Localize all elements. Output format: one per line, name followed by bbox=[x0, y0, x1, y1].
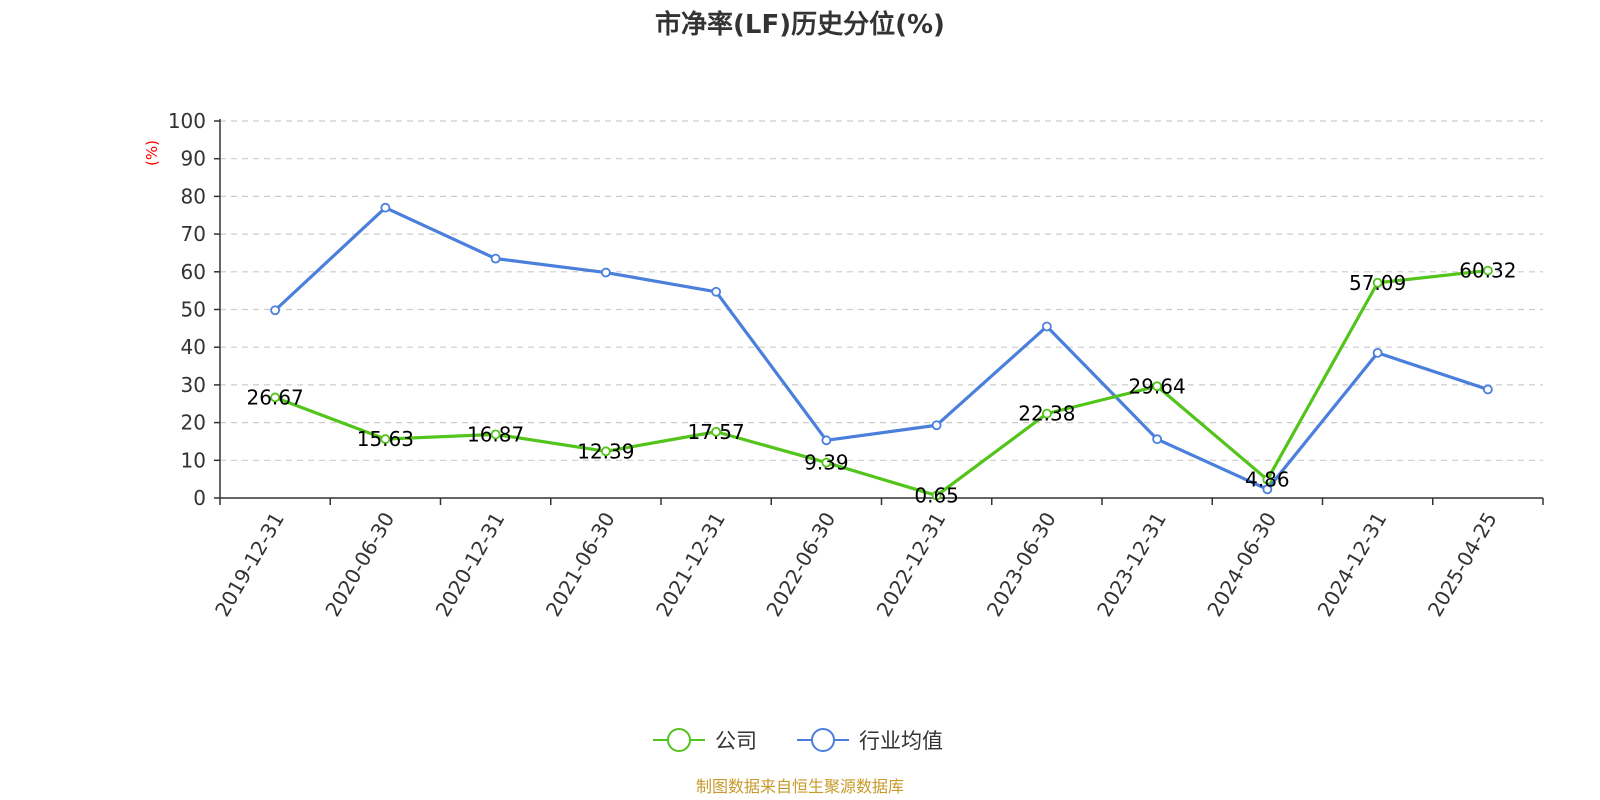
source-note: 制图数据来自恒生聚源数据库 bbox=[696, 777, 904, 796]
data-point bbox=[270, 305, 281, 316]
x-tick-label: 2019-12-31 bbox=[210, 508, 289, 621]
y-axis-label: (%) bbox=[143, 140, 161, 166]
data-point bbox=[931, 420, 942, 431]
legend: 公司 行业均值 bbox=[653, 728, 943, 753]
data-point bbox=[1262, 474, 1273, 485]
data-label: 17.57 bbox=[687, 420, 744, 444]
data-label: 57.09 bbox=[1349, 271, 1406, 295]
data-label: 12.39 bbox=[577, 439, 634, 463]
data-point bbox=[1262, 484, 1273, 495]
x-tick-label: 2021-12-31 bbox=[651, 508, 730, 621]
data-label: 29.64 bbox=[1128, 374, 1185, 398]
data-label: 4.86 bbox=[1245, 468, 1290, 492]
x-tick-label: 2020-12-31 bbox=[431, 508, 510, 621]
series-group bbox=[270, 202, 1493, 501]
data-label: 9.39 bbox=[804, 451, 849, 475]
y-tick-label: 0 bbox=[193, 486, 206, 510]
y-tick-label: 100 bbox=[168, 109, 206, 133]
y-tick-label: 60 bbox=[181, 260, 206, 284]
y-tick-label: 40 bbox=[181, 335, 206, 359]
y-tick-label: 50 bbox=[181, 298, 206, 322]
x-tick-label: 2020-06-30 bbox=[320, 508, 399, 621]
data-point bbox=[380, 434, 391, 444]
x-tick-label: 2025-04-25 bbox=[1423, 508, 1502, 621]
data-point bbox=[490, 429, 501, 440]
data-point bbox=[711, 426, 722, 437]
grid-lines bbox=[220, 120, 1543, 461]
x-tick-label: 2024-12-31 bbox=[1313, 508, 1392, 621]
data-label: 26.67 bbox=[246, 385, 303, 409]
y-tick-label: 20 bbox=[181, 411, 206, 435]
data-point bbox=[821, 457, 832, 468]
data-label: 16.87 bbox=[467, 422, 524, 446]
y-tick-label: 90 bbox=[181, 147, 206, 171]
y-tick-label: 30 bbox=[181, 373, 206, 397]
series-line-公司 bbox=[274, 269, 1489, 498]
data-label: 60.32 bbox=[1459, 259, 1516, 283]
data-point bbox=[1372, 347, 1383, 358]
data-point bbox=[931, 490, 942, 501]
data-point bbox=[490, 253, 501, 264]
legend-marker bbox=[811, 728, 835, 752]
axes bbox=[214, 119, 1544, 505]
data-point bbox=[270, 392, 281, 403]
x-tick-label: 2022-06-30 bbox=[761, 508, 840, 621]
x-tick-label: 2024-06-30 bbox=[1202, 508, 1281, 621]
data-point bbox=[600, 267, 611, 278]
data-point bbox=[1482, 384, 1493, 395]
series-line-行业均值 bbox=[274, 206, 1489, 491]
y-tick-label: 10 bbox=[181, 448, 206, 472]
data-point bbox=[1041, 408, 1052, 419]
data-label: 0.65 bbox=[914, 484, 959, 508]
data-point bbox=[711, 286, 722, 297]
chart-title: 市净率(LF)历史分位(%) bbox=[655, 9, 945, 40]
data-labels: 26.67 15.63 16.87 12.39 17.57 9.39 0.65 22.38 29… bbox=[246, 259, 1516, 508]
y-tick-labels: 0 10 20 30 40 50 60 70 80 90 100 bbox=[168, 109, 206, 510]
data-point bbox=[1482, 265, 1493, 276]
data-label: 22.38 bbox=[1018, 402, 1075, 426]
data-point bbox=[380, 202, 391, 213]
x-tick-label: 2021-06-30 bbox=[541, 508, 620, 621]
data-label: 15.63 bbox=[357, 427, 414, 451]
data-point bbox=[821, 435, 832, 446]
data-point bbox=[1152, 381, 1163, 392]
data-point bbox=[1041, 321, 1052, 332]
legend-marker bbox=[667, 728, 691, 752]
y-tick-label: 70 bbox=[181, 222, 206, 246]
legend-label: 公司 bbox=[715, 729, 757, 753]
x-tick-label: 2023-06-30 bbox=[982, 508, 1061, 621]
data-point bbox=[1372, 277, 1383, 288]
data-point bbox=[600, 446, 611, 457]
data-point bbox=[1152, 434, 1163, 445]
x-tick-label: 2023-12-31 bbox=[1092, 508, 1171, 621]
x-tick-labels: 2019-12-31 2020-06-30 2020-12-31 2021-06-30… bbox=[210, 508, 1502, 621]
legend-label: 行业均值 bbox=[859, 729, 943, 753]
x-tick-label: 2022-12-31 bbox=[872, 508, 951, 621]
y-tick-label: 80 bbox=[181, 184, 206, 208]
